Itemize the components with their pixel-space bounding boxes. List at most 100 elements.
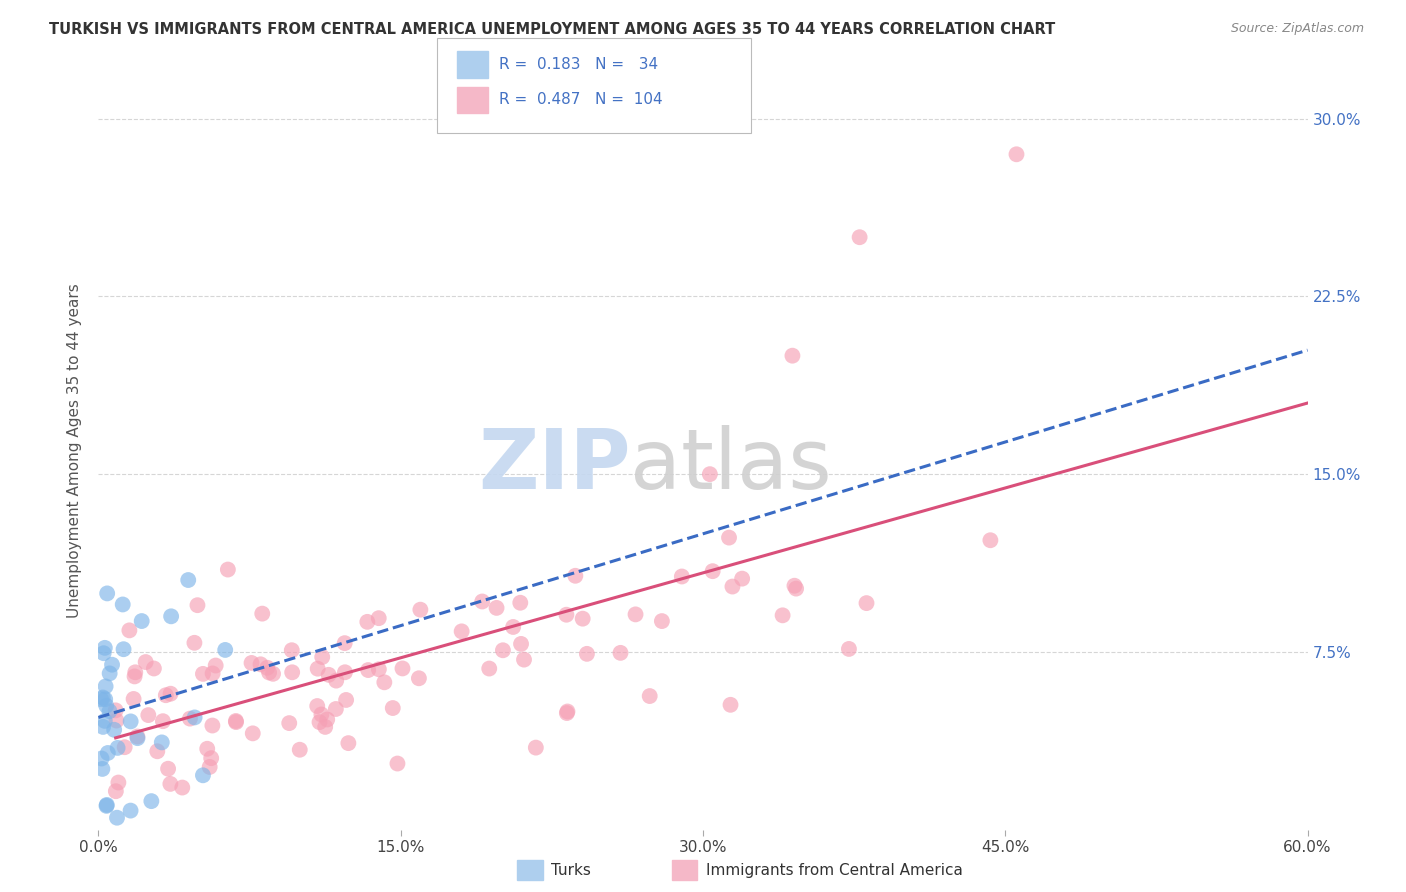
Point (91, 762, 114, 776)
Point (308, 715, 330, 730)
Point (96, 798, 118, 813)
Point (281, 665, 304, 680)
Point (118, 624, 141, 638)
Point (855, 596, 877, 610)
Point (96, 586, 118, 600)
Point (98, 704, 121, 718)
Point (240, 656, 263, 670)
Point (94, 692, 117, 706)
Point (979, 533, 1001, 548)
Text: R =  0.487   N =  104: R = 0.487 N = 104 (499, 93, 662, 107)
Point (200, 751, 222, 765)
Text: atlas: atlas (630, 425, 832, 506)
Point (381, 701, 404, 715)
Point (96, 797, 118, 812)
Point (772, 608, 794, 623)
Point (198, 760, 221, 774)
Text: Turks: Turks (551, 863, 591, 878)
Point (785, 582, 807, 596)
Point (94, 714, 117, 728)
Point (699, 467, 721, 482)
Point (159, 687, 181, 701)
Point (150, 735, 173, 749)
Point (131, 614, 153, 628)
Point (252, 607, 274, 621)
Point (90, 692, 112, 706)
Point (257, 665, 280, 680)
Point (124, 665, 146, 680)
Point (155, 688, 177, 702)
Point (159, 777, 181, 791)
Text: ZIP: ZIP (478, 425, 630, 506)
Point (333, 665, 356, 680)
Point (107, 775, 129, 789)
Point (731, 572, 754, 586)
Point (450, 624, 472, 639)
Point (152, 714, 174, 729)
Point (318, 668, 340, 682)
Point (160, 609, 183, 624)
Point (721, 580, 744, 594)
Point (120, 714, 142, 729)
Point (524, 740, 547, 755)
Point (387, 756, 409, 771)
Point (281, 643, 304, 657)
Point (314, 720, 336, 734)
Text: Immigrants from Central America: Immigrants from Central America (706, 863, 963, 878)
Point (105, 714, 128, 728)
Point (179, 712, 201, 726)
Point (510, 637, 533, 651)
Point (112, 642, 135, 657)
Point (141, 794, 163, 808)
Point (671, 569, 693, 583)
Text: Source: ZipAtlas.com: Source: ZipAtlas.com (1230, 22, 1364, 36)
Point (94, 640, 117, 655)
Point (1005, 147, 1028, 161)
Point (127, 731, 149, 746)
Point (624, 607, 647, 622)
Point (502, 620, 524, 634)
Point (557, 705, 579, 719)
Point (555, 706, 578, 720)
Point (333, 636, 356, 650)
Point (838, 641, 860, 656)
Point (186, 598, 208, 612)
Point (391, 661, 413, 675)
Point (183, 636, 205, 650)
Point (571, 612, 593, 626)
Point (509, 596, 531, 610)
Point (214, 643, 236, 657)
Point (96, 698, 118, 713)
Point (485, 600, 508, 615)
Point (111, 598, 134, 612)
Point (638, 689, 661, 703)
Point (718, 531, 741, 545)
Point (249, 657, 271, 672)
Point (101, 657, 124, 672)
Point (307, 699, 329, 714)
Point (225, 714, 247, 728)
Point (325, 702, 347, 716)
Point (848, 230, 870, 244)
Point (564, 568, 586, 582)
Point (104, 784, 127, 798)
Point (256, 661, 278, 675)
Point (103, 723, 125, 737)
Point (492, 643, 515, 657)
Point (91, 720, 114, 734)
Point (225, 715, 247, 730)
Point (242, 726, 264, 740)
Point (201, 718, 224, 732)
Point (105, 811, 128, 825)
Text: R =  0.183   N =   34: R = 0.183 N = 34 (499, 57, 658, 71)
Point (107, 740, 129, 755)
Point (217, 563, 239, 577)
Point (120, 804, 142, 818)
Point (104, 703, 127, 717)
Point (367, 611, 389, 625)
Point (337, 736, 360, 750)
Point (335, 693, 357, 707)
Point (183, 710, 205, 724)
Point (555, 607, 578, 622)
Point (201, 666, 224, 681)
